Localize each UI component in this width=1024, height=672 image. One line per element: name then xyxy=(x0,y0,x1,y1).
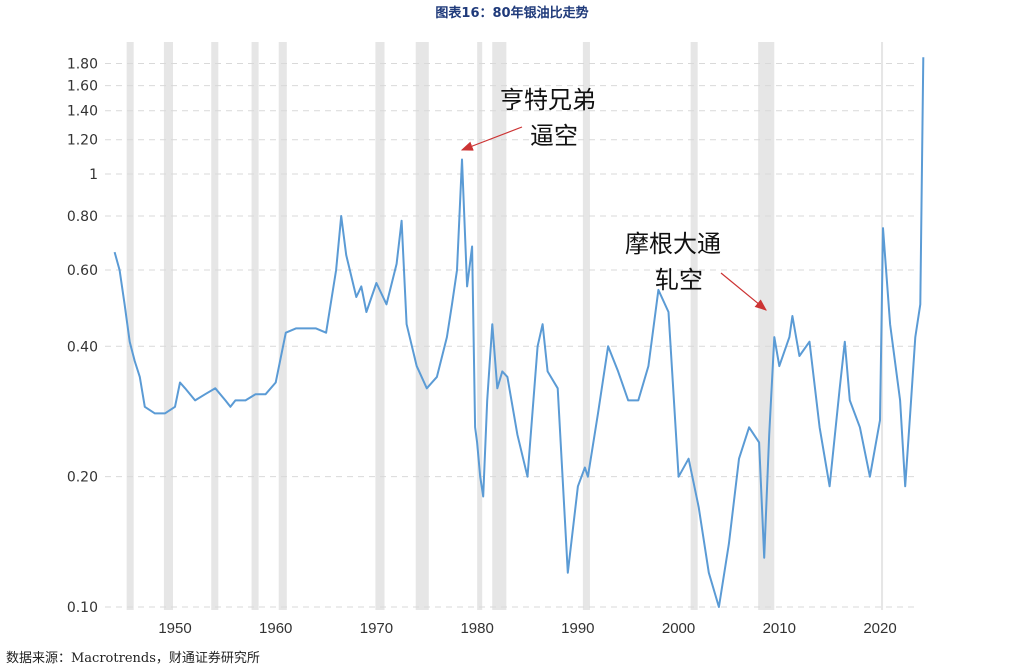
annotations: 亨特兄弟 逼空 摩根大通 轧空 xyxy=(460,86,767,311)
recession-band xyxy=(126,42,134,610)
recession-band xyxy=(492,42,507,610)
x-tick-label: 2010 xyxy=(763,620,796,637)
recession-band xyxy=(251,42,259,610)
recession-band xyxy=(278,42,287,610)
y-tick-label: 0.20 xyxy=(67,470,98,486)
x-tick-label: 1960 xyxy=(259,620,292,637)
x-tick-label: 2020 xyxy=(863,620,896,637)
x-tick-label: 1980 xyxy=(460,620,493,637)
chart-title: 图表16：80年银油比走势 xyxy=(435,6,589,21)
y-axis: 0.10 0.20 0.40 0.60 0.80 1 1.20 1.40 1.60 1.80 xyxy=(67,56,98,616)
y-tick-label: 0.40 xyxy=(67,339,98,355)
data-source-note: 数据来源：Macrotrends，财通证券研究所 xyxy=(6,651,260,666)
recession-bands xyxy=(126,42,884,610)
arrow-icon xyxy=(720,272,767,311)
y-tick-label: 0.80 xyxy=(67,209,98,225)
x-tick-label: 1950 xyxy=(158,620,191,637)
x-tick-label: 2000 xyxy=(662,620,695,637)
recession-band xyxy=(477,42,483,610)
y-tick-label: 1 xyxy=(89,167,98,183)
y-tick-label: 1.80 xyxy=(67,56,98,72)
y-tick-label: 1.60 xyxy=(67,79,98,95)
y-tick-label: 0.60 xyxy=(67,263,98,279)
annotation-hunt-line1: 亨特兄弟 xyxy=(500,86,596,114)
annotation-jpm-line1: 摩根大通 xyxy=(625,230,721,258)
recession-band xyxy=(211,42,219,610)
x-tick-label: 1970 xyxy=(360,620,393,637)
annotation-hunt-line2: 逼空 xyxy=(530,122,578,150)
recession-band xyxy=(690,42,698,610)
silver-oil-ratio-line xyxy=(113,57,925,608)
x-axis: 1950 1960 1970 1980 1990 2000 2010 2020 xyxy=(158,620,896,637)
y-tick-label: 1.20 xyxy=(67,133,98,149)
annotation-jpm-line2: 轧空 xyxy=(655,266,703,294)
gridlines xyxy=(105,62,918,608)
recession-band xyxy=(163,42,173,610)
y-tick-label: 1.40 xyxy=(67,104,98,120)
recession-band xyxy=(758,42,775,610)
y-tick-label: 0.10 xyxy=(67,600,98,616)
recession-band xyxy=(415,42,429,610)
recession-band xyxy=(375,42,385,610)
x-tick-label: 1990 xyxy=(561,620,594,637)
recession-band xyxy=(582,42,590,610)
arrow-icon xyxy=(460,126,523,151)
